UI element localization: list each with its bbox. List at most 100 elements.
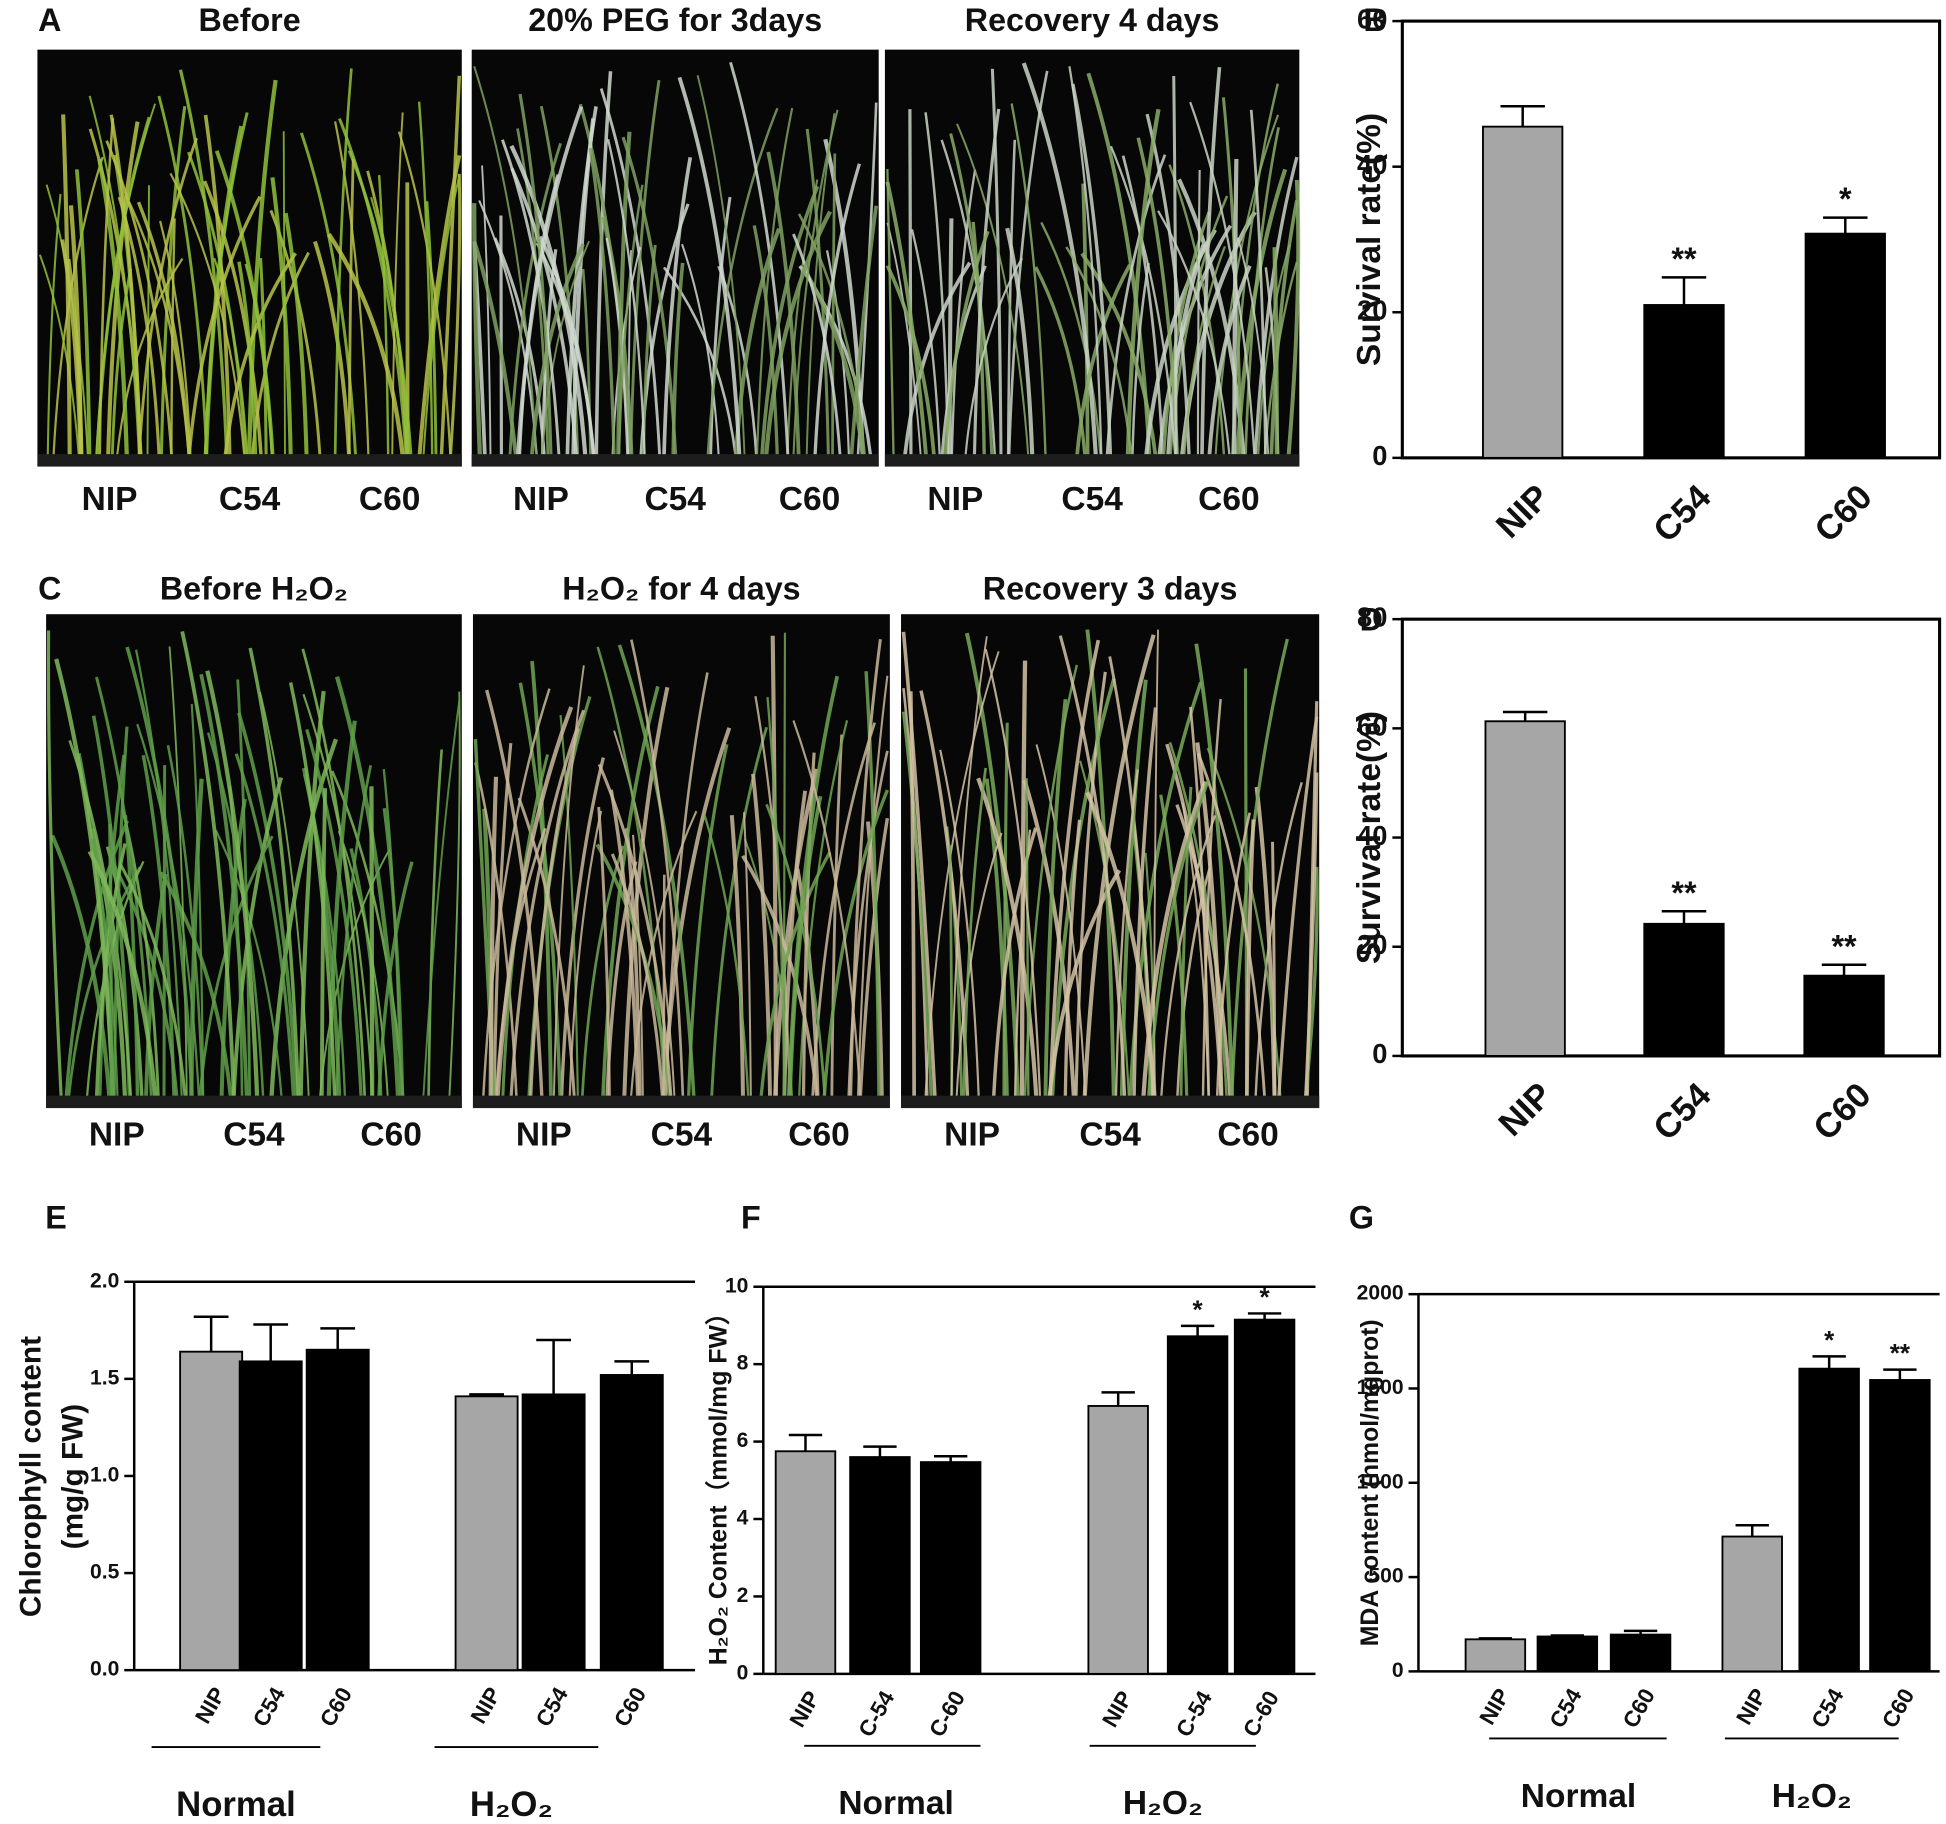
plant-blade: [110, 268, 133, 457]
plant-blade: [792, 109, 839, 457]
plant-blade: [170, 218, 176, 457]
plant-blade: [580, 845, 625, 1099]
plant-blade: [1125, 108, 1161, 457]
plant-blade: [334, 121, 370, 457]
plant-blade: [1304, 772, 1319, 1099]
plant-blade: [908, 691, 916, 1099]
plant-blade: [68, 205, 84, 457]
plant-blade: [1215, 812, 1251, 1099]
plant-blade: [1159, 794, 1189, 1099]
plant-blade: [782, 790, 808, 1099]
x-tick-label: C60: [1618, 1684, 1660, 1732]
error-bar: [1812, 1355, 1846, 1369]
plant-blade: [1131, 262, 1150, 457]
plant-blade: [559, 714, 579, 1099]
plant-blade: [333, 68, 353, 457]
plant-blade: [752, 225, 779, 457]
photo-label: C54: [651, 1116, 713, 1153]
plant-blade: [976, 777, 1039, 1099]
plant-blade: [485, 689, 544, 1099]
plant-blade: [283, 212, 309, 457]
plant-blade: [729, 815, 745, 1099]
plant-blade: [885, 264, 936, 457]
plant-blade: [1068, 66, 1103, 457]
bar: [454, 1395, 519, 1672]
plant-blade: [1157, 224, 1232, 457]
plant-blade: [677, 76, 742, 457]
plant-blade: [696, 75, 746, 457]
plant-blade: [157, 95, 209, 457]
plant-blade: [89, 828, 128, 1099]
plant-blade: [1161, 211, 1211, 457]
plant-blade: [617, 644, 696, 1099]
plant-blade: [950, 636, 988, 1099]
plant-blade: [347, 159, 355, 457]
plant-blade: [1132, 707, 1158, 1099]
y-tick-label: 80: [1357, 601, 1387, 632]
plant-blade: [1040, 221, 1102, 457]
error-bar: [193, 1315, 229, 1352]
significance-mark: **: [1890, 1338, 1911, 1368]
bar: [1798, 1367, 1860, 1673]
plant-blade: [947, 218, 954, 457]
plant-blade: [864, 671, 881, 1099]
plant-blade: [964, 257, 1024, 457]
error-bar: [863, 1445, 897, 1458]
panel-letter: A: [38, 2, 61, 38]
group-label: Normal: [838, 1785, 953, 1822]
y-tick-label: 0.5: [90, 1561, 120, 1584]
x-tick-label: C54: [1545, 1684, 1587, 1732]
plant-blade: [792, 720, 862, 1099]
y-axis-label: H₂O₂ Content（mmol/mg FW）: [703, 1300, 732, 1665]
photo-label: C54: [644, 481, 706, 518]
panel-letter: F: [741, 1199, 761, 1235]
plant-blade: [246, 79, 278, 457]
plant-blade: [902, 261, 972, 457]
plant-blade: [98, 754, 126, 1099]
plant-blade: [743, 812, 752, 1099]
plant-blade: [115, 257, 184, 457]
y-tick-label: 0.0: [90, 1658, 119, 1681]
y-tick-label: 4: [737, 1507, 749, 1530]
plant-blade: [180, 631, 236, 1099]
panel-letter: B: [1363, 2, 1386, 38]
error-bar: [1823, 216, 1868, 234]
plant-blade: [1254, 782, 1303, 1099]
photo-title: Recovery 3 days: [983, 570, 1238, 606]
plant-blade: [1074, 671, 1107, 1099]
plant-blade: [1160, 815, 1217, 1099]
plant-blade: [38, 254, 80, 457]
plant-blade: [125, 646, 194, 1099]
bar: [1721, 1535, 1783, 1673]
plant-blade: [831, 153, 837, 457]
plant-blade: [751, 773, 773, 1099]
plant-blade: [162, 765, 167, 1099]
plant-blade: [597, 806, 611, 1099]
plant-blade: [849, 638, 882, 1099]
y-tick-label: 8: [737, 1352, 749, 1375]
bar: [1609, 1633, 1672, 1673]
photo-tray: [46, 1095, 462, 1109]
error-bar: [536, 1338, 571, 1395]
plant-blade: [205, 670, 260, 1099]
plant-blade: [1249, 109, 1267, 457]
photo-label: C60: [1198, 481, 1259, 518]
bar: [1643, 304, 1725, 459]
x-tick-label: C54: [1647, 1075, 1719, 1147]
x-tick-label: C-60: [924, 1687, 970, 1741]
x-tick-label: NIP: [785, 1687, 825, 1732]
plant-blade: [334, 676, 401, 1099]
plant-blade: [178, 69, 229, 457]
y-tick-label: 0: [1392, 1659, 1404, 1682]
plant-blade: [621, 136, 678, 457]
x-tick-label: C60: [315, 1683, 357, 1731]
plant-blade: [234, 753, 296, 1099]
photo-tray: [37, 454, 462, 467]
plant-blade: [541, 240, 590, 457]
plant-blade: [518, 682, 562, 1099]
bar: [1087, 1405, 1149, 1675]
plant-blade: [571, 118, 596, 457]
plant-blade: [427, 749, 443, 1099]
plant-blade: [616, 131, 632, 457]
plant-blade: [288, 682, 337, 1099]
